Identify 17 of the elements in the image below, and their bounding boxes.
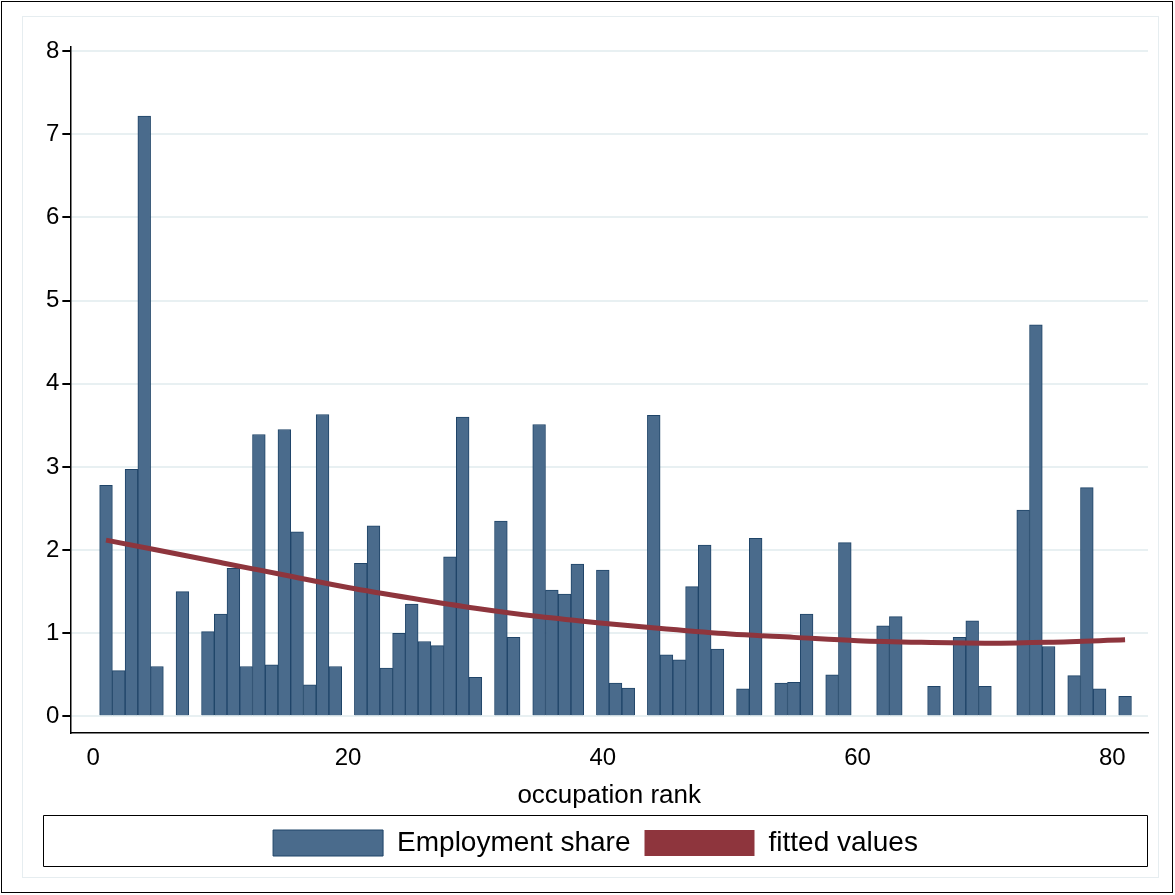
legend-label: fitted values [768,825,918,857]
y-tick-label: 4 [45,368,60,396]
y-tick-label: 3 [45,451,60,479]
legend-label: Employment share [397,825,631,857]
x-tick-label: 80 [1098,743,1126,771]
y-tick-label: 6 [45,202,60,230]
x-tick-label: 40 [589,743,617,771]
y-tick-label: 8 [45,35,60,63]
x-tick-label: 20 [334,743,362,771]
y-tick-label: 7 [45,118,60,146]
y-tick-label: 2 [45,534,60,562]
y-tick-label: 5 [45,285,60,313]
x-tick-label: 0 [86,743,100,771]
x-tick-label: 60 [844,743,871,771]
y-tick-label: 1 [45,617,60,645]
y-tick-label: 0 [45,700,60,728]
x-axis-title: occupation rank [517,778,702,809]
